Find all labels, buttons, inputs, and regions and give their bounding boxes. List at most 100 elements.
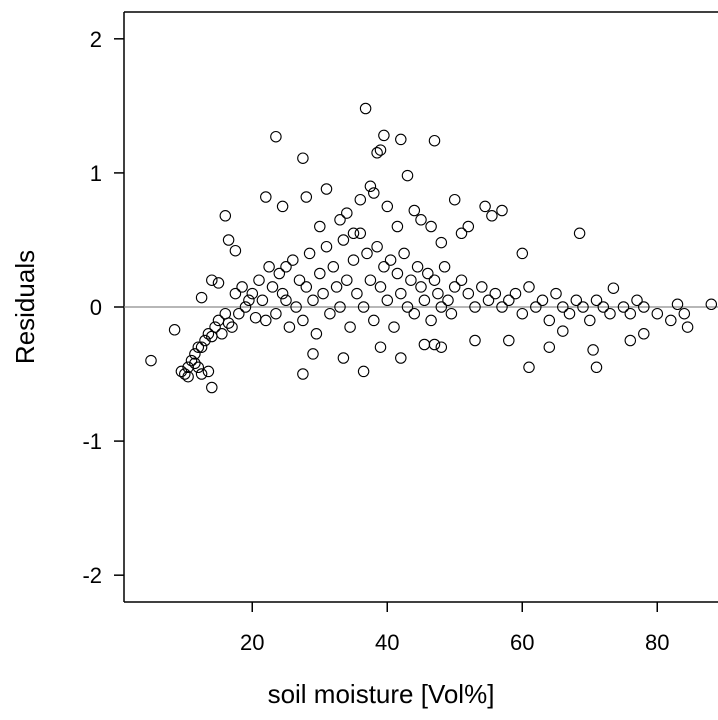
data-point [297,314,309,327]
data-point [307,294,319,307]
data-point [239,301,252,313]
data-point [280,261,292,273]
data-point [482,294,495,307]
data-point [391,267,404,280]
data-point [543,314,556,327]
data-point [229,244,242,257]
data-point [408,204,421,217]
data-point [195,368,208,380]
data-point [479,200,491,213]
data-point [202,328,215,340]
data-point [270,130,282,143]
data-point [303,247,316,260]
data-point [263,261,275,273]
data-point [401,169,414,182]
data-point [432,287,444,300]
data-point [523,281,535,293]
data-point [226,321,238,333]
data-point [280,294,292,307]
data-point [337,352,350,364]
data-point [378,129,390,142]
data-point [530,301,542,313]
data-point [391,220,404,233]
data-point [179,368,191,380]
y-tick-label: 2 [90,27,102,52]
data-point [422,267,434,280]
data-point [320,240,333,253]
data-point [192,341,205,353]
data-point [222,317,235,329]
data-point [543,341,556,353]
data-point [276,287,289,300]
data-point [455,274,468,286]
data-point [678,307,691,320]
data-point [415,281,427,293]
data-point [320,183,333,195]
data-point [374,281,387,293]
data-point [276,200,289,213]
data-point [395,352,407,364]
data-point [195,291,208,304]
data-point [550,287,562,300]
data-point [425,314,437,327]
data-point [638,301,650,313]
data-point [307,348,319,360]
data-point [381,200,394,213]
data-point [202,365,215,378]
data-point [381,294,394,307]
data-point [364,180,377,193]
data-point [222,234,235,246]
data-point [438,261,451,273]
data-point [496,301,508,313]
data-point [253,274,265,286]
data-point [388,321,400,333]
data-point [212,314,225,327]
data-point [290,301,302,313]
y-axis-ticks: -2 -1 0 1 2 [82,27,124,588]
data-point [563,307,576,320]
x-tick-label: 80 [645,630,669,655]
data-point [425,220,437,233]
data-point [168,324,181,336]
data-point [260,314,272,327]
data-point [665,314,677,327]
data-point [347,227,360,240]
data-point [624,307,637,320]
data-point [469,334,481,347]
data-point [246,287,259,300]
data-point [256,294,269,307]
data-point [357,365,370,378]
data-point [590,294,603,307]
data-point [324,307,336,320]
data-point [401,301,414,313]
data-point [317,287,329,300]
data-point [509,287,522,300]
data-point [516,247,529,260]
data-point [219,210,232,222]
x-axis-title: soil moisture [Vol%] [268,679,495,709]
data-point [368,314,380,327]
data-point [638,328,650,340]
data-point [341,207,353,219]
data-point [398,247,410,260]
data-point [270,307,282,320]
data-point [448,281,461,293]
data-point [573,227,586,240]
data-point [408,307,421,320]
data-point [357,301,370,313]
data-point [212,277,225,289]
data-point [536,294,549,307]
data-point [182,370,194,383]
data-point [435,341,448,353]
y-tick-label: -1 [82,429,102,454]
data-point [503,294,515,307]
data-point [570,294,583,307]
y-axis-title: Residuals [10,250,40,364]
data-point [445,307,458,320]
data-point [351,287,363,300]
y-tick-label: 1 [90,161,102,186]
data-point [631,294,643,307]
data-point [469,301,481,313]
data-point [206,381,218,394]
data-point [341,274,353,286]
